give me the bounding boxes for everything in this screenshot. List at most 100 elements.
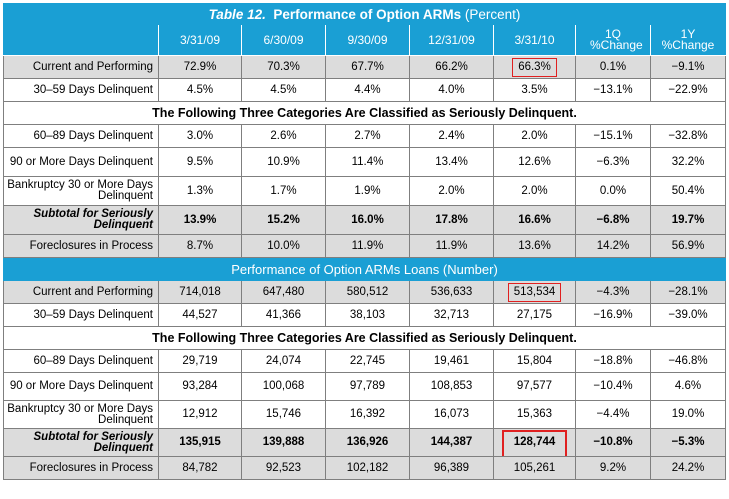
classification-note-row: The Following Three Categories Are Class… bbox=[3, 326, 726, 350]
table-cell: 14.2% bbox=[575, 234, 651, 258]
table-cell: 41,366 bbox=[241, 303, 326, 327]
option-arms-table-container: Table 12. Performance of Option ARMs (Pe… bbox=[3, 3, 726, 480]
table-cell: 10.9% bbox=[241, 147, 326, 177]
column-header: 3/31/10 bbox=[493, 24, 576, 56]
table-cell: 97,577 bbox=[493, 372, 576, 401]
table-cell: −28.1% bbox=[650, 280, 726, 304]
table-cell: 2.4% bbox=[409, 124, 494, 148]
row-label: 30–59 Days Delinquent bbox=[3, 78, 159, 102]
table-cell: 105,261 bbox=[493, 456, 576, 480]
table-cell: 102,182 bbox=[325, 456, 410, 480]
table-cell: 11.4% bbox=[325, 147, 410, 177]
table-cell: 0.0% bbox=[575, 176, 651, 206]
row-label: Foreclosures in Process bbox=[3, 456, 159, 480]
table-cell: 66.2% bbox=[409, 55, 494, 79]
table-cell: 3.0% bbox=[158, 124, 242, 148]
table-cell: 4.0% bbox=[409, 78, 494, 102]
table-cell: −16.9% bbox=[575, 303, 651, 327]
table-cell: −6.3% bbox=[575, 147, 651, 177]
table-cell: 1.7% bbox=[241, 176, 326, 206]
table-cell: 2.0% bbox=[409, 176, 494, 206]
row-label: Bankruptcy 30 or More Days Delinquent bbox=[3, 176, 159, 206]
table-cell: 84,782 bbox=[158, 456, 242, 480]
table-cell: 16,073 bbox=[409, 400, 494, 429]
table-cell: 16.0% bbox=[325, 205, 410, 235]
table-cell: −39.0% bbox=[650, 303, 726, 327]
table-cell: 108,853 bbox=[409, 372, 494, 401]
row-label: Subtotal for Seriously Delinquent bbox=[3, 428, 159, 457]
table-cell: 96,389 bbox=[409, 456, 494, 480]
table-cell: 22,745 bbox=[325, 349, 410, 373]
table-cell: 13.4% bbox=[409, 147, 494, 177]
row-label: Current and Performing bbox=[3, 55, 159, 79]
table-cell: −32.8% bbox=[650, 124, 726, 148]
table-title: Table 12. Performance of Option ARMs (Pe… bbox=[3, 3, 726, 25]
subtotal-row: Subtotal for Seriously Delinquent 13.9% … bbox=[3, 205, 726, 235]
table-cell: 17.8% bbox=[409, 205, 494, 235]
row-label: Subtotal for Seriously Delinquent bbox=[3, 205, 159, 235]
highlighted-value: 513,534 bbox=[507, 282, 562, 302]
table-cell: 714,018 bbox=[158, 280, 242, 304]
row-label: 60–89 Days Delinquent bbox=[3, 124, 159, 148]
table-cell: 97,789 bbox=[325, 372, 410, 401]
table-cell: 139,888 bbox=[241, 428, 326, 457]
table-cell: 4.5% bbox=[158, 78, 242, 102]
table-cell: 647,480 bbox=[241, 280, 326, 304]
table-cell: 2.0% bbox=[493, 124, 576, 148]
table-cell: 4.5% bbox=[241, 78, 326, 102]
table-cell: −10.4% bbox=[575, 372, 651, 401]
table-cell: −4.4% bbox=[575, 400, 651, 429]
highlighted-value: 128,744 bbox=[513, 436, 556, 448]
table-cell: −10.8% bbox=[575, 428, 651, 457]
table-cell: 11.9% bbox=[409, 234, 494, 258]
table-cell: 136,926 bbox=[325, 428, 410, 457]
column-header-blank bbox=[3, 24, 159, 56]
column-header: 1Q %Change bbox=[575, 24, 651, 56]
table-cell: 72.9% bbox=[158, 55, 242, 79]
table-cell: 10.0% bbox=[241, 234, 326, 258]
table-cell: 56.9% bbox=[650, 234, 726, 258]
table-cell: 44,527 bbox=[158, 303, 242, 327]
table-cell: 4.4% bbox=[325, 78, 410, 102]
table-cell: 32.2% bbox=[650, 147, 726, 177]
row-label: Foreclosures in Process bbox=[3, 234, 159, 258]
table-cell: 19.7% bbox=[650, 205, 726, 235]
table-cell: −9.1% bbox=[650, 55, 726, 79]
column-header: 12/31/09 bbox=[409, 24, 494, 56]
table-cell: 3.5% bbox=[493, 78, 576, 102]
table-row: Bankruptcy 30 or More Days Delinquent 12… bbox=[3, 400, 726, 429]
table-cell: 13.9% bbox=[158, 205, 242, 235]
table-cell: −18.8% bbox=[575, 349, 651, 373]
table-cell: 9.2% bbox=[575, 456, 651, 480]
row-label: 60–89 Days Delinquent bbox=[3, 349, 159, 373]
table-cell: 50.4% bbox=[650, 176, 726, 206]
table-cell: 67.7% bbox=[325, 55, 410, 79]
table-row: 90 or More Days Delinquent 93,284 100,06… bbox=[3, 372, 726, 401]
option-arms-performance-table: Table 12. Performance of Option ARMs (Pe… bbox=[3, 3, 726, 480]
table-cell: 2.7% bbox=[325, 124, 410, 148]
table-cell: 11.9% bbox=[325, 234, 410, 258]
row-label: Current and Performing bbox=[3, 280, 159, 304]
table-cell: 2.6% bbox=[241, 124, 326, 148]
table-title-main: Performance of Option ARMs bbox=[273, 6, 462, 22]
column-header: 9/30/09 bbox=[325, 24, 410, 56]
table-cell: −5.3% bbox=[650, 428, 726, 457]
highlighted-value: 66.3% bbox=[512, 57, 557, 77]
table-cell: 24.2% bbox=[650, 456, 726, 480]
table-title-row: Table 12. Performance of Option ARMs (Pe… bbox=[3, 3, 726, 25]
table-cell: −4.3% bbox=[575, 280, 651, 304]
table-row: Current and Performing 714,018 647,480 5… bbox=[3, 280, 726, 304]
table-row: Foreclosures in Process 8.7% 10.0% 11.9%… bbox=[3, 234, 726, 258]
table-cell: 16.6% bbox=[493, 205, 576, 235]
table-cell: 135,915 bbox=[158, 428, 242, 457]
table-cell: 15.2% bbox=[241, 205, 326, 235]
table-cell: 128,744 bbox=[493, 428, 576, 457]
table-cell: 12.6% bbox=[493, 147, 576, 177]
table-cell: 1.9% bbox=[325, 176, 410, 206]
table-cell: 144,387 bbox=[409, 428, 494, 457]
table-row: 60–89 Days Delinquent 3.0% 2.6% 2.7% 2.4… bbox=[3, 124, 726, 148]
table-row: 60–89 Days Delinquent 29,719 24,074 22,7… bbox=[3, 349, 726, 373]
classification-note: The Following Three Categories Are Class… bbox=[3, 326, 726, 350]
table-cell: 70.3% bbox=[241, 55, 326, 79]
table-cell: 13.6% bbox=[493, 234, 576, 258]
